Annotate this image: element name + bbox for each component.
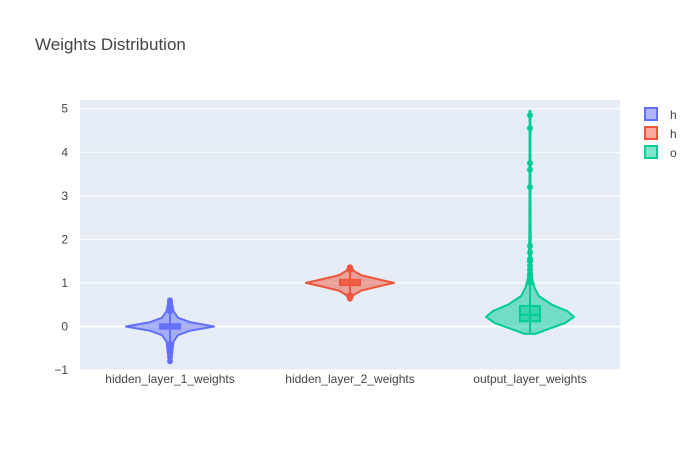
violin-point [167,297,173,304]
violin-point [527,271,533,278]
legend-swatch [644,107,658,121]
violin-point [527,255,533,262]
violin-point [527,184,533,191]
legend-label: o [670,146,677,160]
violin-point [167,353,173,360]
x-tick-label: hidden_layer_1_weights [105,372,234,386]
legend-item[interactable]: o [644,145,677,160]
violin-point [527,249,533,256]
violin-point [167,358,173,365]
violin-point [527,242,533,249]
violin-point [527,266,533,273]
violin-point [167,349,173,356]
y-tick-label: −1 [54,363,68,377]
y-tick-label: 3 [61,189,68,203]
legend-item[interactable]: h [644,126,677,141]
violin-point [527,112,533,119]
y-tick-label: 1 [61,276,68,290]
violin-point [167,340,173,347]
y-tick-label: 2 [61,232,68,246]
violin-point [527,125,533,132]
legend-label: h [670,127,677,141]
legend-swatch [644,145,658,159]
legend-swatch [644,126,658,140]
legend-item[interactable]: h [644,107,677,122]
violin-hidden_layer_1_weights [125,297,215,365]
x-tick-label: hidden_layer_2_weights [285,372,414,386]
violin-output_layer_weights [485,109,575,335]
y-tick-label: 5 [61,102,68,116]
violin-hidden_layer_2_weights [305,264,395,302]
x-tick-label: output_layer_weights [473,372,586,386]
violin-point [347,292,353,299]
violin-box [519,304,541,323]
y-tick-label: 0 [61,319,68,333]
chart-title: Weights Distribution [35,35,186,54]
violin-point [527,262,533,269]
y-tick-label: 4 [61,145,68,159]
legend-label: h [670,108,677,122]
violin-point [527,160,533,167]
violin-point [527,166,533,173]
violin-point [347,264,353,271]
